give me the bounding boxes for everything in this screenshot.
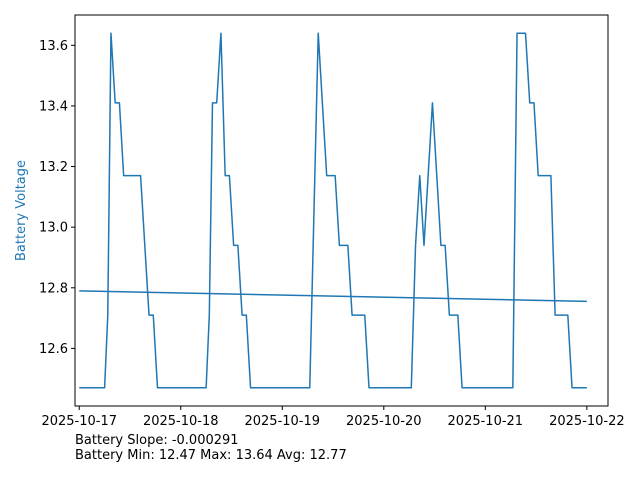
trend-line	[79, 290, 587, 303]
x-tick-label: 2025-10-18	[143, 414, 219, 429]
x-tick-label: 2025-10-21	[448, 414, 524, 429]
x-axis: 2025-10-17 2025-10-18 2025-10-19 2025-10-20…	[41, 406, 625, 429]
y-tick-label: 12.8	[39, 281, 68, 296]
chart-marks	[79, 32, 587, 389]
y-tick-label: 13.2	[39, 160, 68, 175]
y-axis-label: Battery Voltage	[14, 160, 29, 261]
battery-slope-text: Battery Slope: -0.000291	[75, 433, 239, 448]
stats-block: Battery Slope: -0.000291 Battery Min: 12…	[75, 433, 347, 463]
x-tick-label: 2025-10-17	[41, 414, 117, 429]
plot-frame	[74, 14, 609, 407]
y-tick-label: 13.6	[39, 39, 68, 54]
x-tick-label: 2025-10-22	[549, 414, 625, 429]
x-tick-label: 2025-10-19	[244, 414, 320, 429]
y-tick-label: 13.4	[39, 99, 68, 114]
x-tick-label: 2025-10-20	[346, 414, 422, 429]
battery-min-max-avg-text: Battery Min: 12.47 Max: 13.64 Avg: 12.77	[75, 448, 347, 463]
battery-voltage-line	[79, 32, 587, 389]
y-tick-label: 13.0	[39, 221, 68, 236]
y-tick-label: 12.6	[39, 342, 68, 357]
y-axis: 12.6 12.8 13.0 13.2 13.4 13.6	[39, 39, 75, 357]
